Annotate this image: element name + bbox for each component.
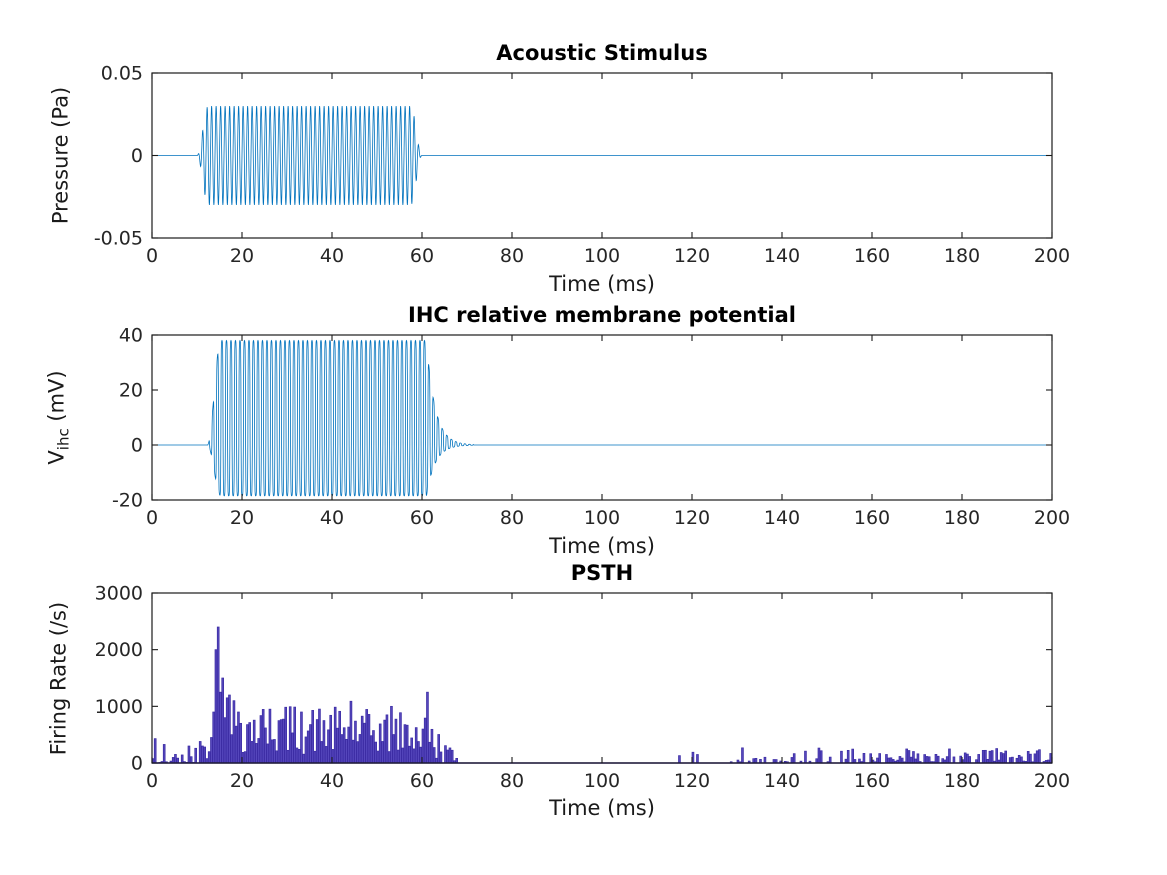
svg-text:0: 0 <box>131 145 143 167</box>
svg-text:60: 60 <box>410 507 434 529</box>
svg-text:200: 200 <box>1034 770 1070 792</box>
psth-title: PSTH <box>570 561 634 585</box>
psth-ticks <box>151 592 1053 764</box>
svg-text:140: 140 <box>764 245 800 267</box>
svg-text:180: 180 <box>944 507 980 529</box>
svg-text:120: 120 <box>674 507 710 529</box>
svg-text:3000: 3000 <box>95 583 143 605</box>
svg-text:-0.05: -0.05 <box>94 228 143 250</box>
stimulus-title: Acoustic Stimulus <box>496 41 708 65</box>
svg-text:2000: 2000 <box>95 639 143 661</box>
svg-text:160: 160 <box>854 770 890 792</box>
svg-text:160: 160 <box>854 507 890 529</box>
svg-text:-20: -20 <box>112 490 143 512</box>
svg-text:200: 200 <box>1034 507 1070 529</box>
svg-text:0: 0 <box>146 245 158 267</box>
svg-text:40: 40 <box>320 770 344 792</box>
svg-text:0: 0 <box>146 770 158 792</box>
svg-text:40: 40 <box>119 325 143 347</box>
svg-text:120: 120 <box>674 245 710 267</box>
svg-text:140: 140 <box>764 770 800 792</box>
svg-text:200: 200 <box>1034 245 1070 267</box>
svg-text:120: 120 <box>674 770 710 792</box>
svg-text:1000: 1000 <box>95 696 143 718</box>
ihc-potential-waveform <box>152 339 1052 497</box>
svg-text:20: 20 <box>230 507 254 529</box>
svg-text:20: 20 <box>230 770 254 792</box>
svg-text:40: 40 <box>320 245 344 267</box>
svg-text:0.05: 0.05 <box>101 63 143 85</box>
svg-text:100: 100 <box>584 245 620 267</box>
psth-x-axis-label: Time (ms) <box>549 796 655 820</box>
svg-text:160: 160 <box>854 245 890 267</box>
svg-text:60: 60 <box>410 770 434 792</box>
svg-text:140: 140 <box>764 507 800 529</box>
psth-bars <box>151 626 1052 764</box>
svg-text:0: 0 <box>131 753 143 775</box>
svg-text:80: 80 <box>500 770 524 792</box>
ihc-x-axis-label: Time (ms) <box>549 534 655 558</box>
ihc-potential-axes-box <box>151 334 1053 501</box>
svg-text:40: 40 <box>320 507 344 529</box>
svg-text:0: 0 <box>131 435 143 457</box>
svg-text:60: 60 <box>410 245 434 267</box>
svg-text:180: 180 <box>944 245 980 267</box>
svg-text:80: 80 <box>500 507 524 529</box>
svg-text:100: 100 <box>584 507 620 529</box>
stimulus-x-axis-label: Time (ms) <box>549 272 655 296</box>
svg-text:20: 20 <box>119 380 143 402</box>
ihc-potential-ticks <box>151 334 1053 501</box>
svg-text:100: 100 <box>584 770 620 792</box>
acoustic-stimulus-ticks <box>151 72 1053 239</box>
svg-text:0: 0 <box>146 507 158 529</box>
svg-text:20: 20 <box>230 245 254 267</box>
svg-text:180: 180 <box>944 770 980 792</box>
acoustic-stimulus-waveform <box>152 105 1052 206</box>
svg-text:80: 80 <box>500 245 524 267</box>
ihc-title: IHC relative membrane potential <box>408 303 796 327</box>
